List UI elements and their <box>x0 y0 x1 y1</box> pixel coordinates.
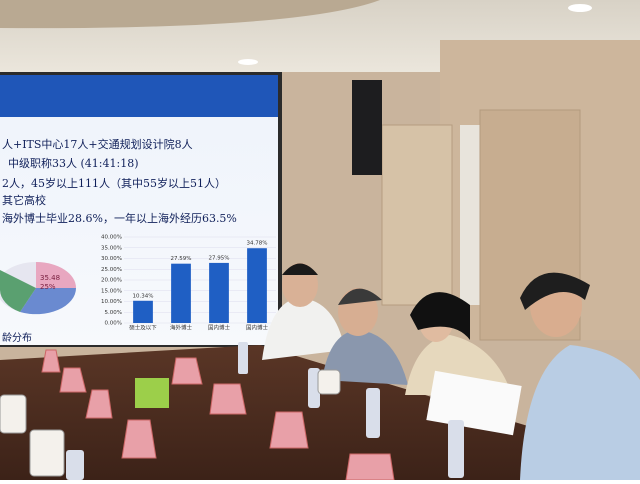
name-card <box>41 349 61 373</box>
x-tick-label: 硕士及以下 <box>129 324 157 332</box>
name-card <box>269 411 309 449</box>
person-hair <box>520 272 590 310</box>
person-shirt <box>322 330 408 385</box>
water-bottle <box>366 388 380 438</box>
pie-label: 25% <box>40 283 56 291</box>
y-tick-label: 5.00% <box>105 310 122 316</box>
people <box>262 263 640 480</box>
doorway <box>460 125 480 305</box>
mug <box>29 429 65 477</box>
bar <box>133 300 153 323</box>
name-card <box>85 389 113 419</box>
pie-slice <box>36 262 76 288</box>
slide-line: 2人，45岁以上111人（其中55岁以上51人） <box>2 176 226 190</box>
y-tick-label: 15.00% <box>101 288 122 294</box>
water-bottle <box>238 342 248 374</box>
y-tick-label: 0.00% <box>105 321 122 327</box>
name-cards <box>41 349 395 481</box>
tissue-box <box>135 378 169 408</box>
person-shirt <box>520 345 640 480</box>
bottles <box>66 342 464 480</box>
y-tick-label: 20.00% <box>101 278 122 284</box>
person-hair <box>282 263 318 275</box>
slide-line: 人+ITS中心17人+交通规划设计院8人 <box>2 137 193 151</box>
name-card <box>209 383 247 415</box>
value-label: 27.95% <box>209 255 230 261</box>
ceiling-light <box>238 59 258 65</box>
ceiling-light <box>568 4 592 12</box>
water-bottle <box>66 450 84 480</box>
slide-footer: 龄分布 <box>2 331 32 344</box>
name-card <box>121 419 157 459</box>
name-card <box>171 357 203 385</box>
bar <box>171 263 191 323</box>
x-tick-label: 国内博士 <box>208 324 231 332</box>
value-label: 34.78% <box>247 241 268 247</box>
bar <box>247 248 267 323</box>
y-tick-label: 10.00% <box>101 299 122 305</box>
speaker <box>352 80 382 175</box>
person-hair <box>410 292 470 340</box>
water-bottle <box>308 368 320 408</box>
name-card <box>345 453 395 481</box>
x-tick-label: 海外博士 <box>170 324 193 332</box>
name-card <box>59 367 87 393</box>
x-tick-label: 国内博士 <box>246 324 269 332</box>
mugs <box>0 369 341 477</box>
person-shirt <box>262 298 345 360</box>
pie-slice <box>20 288 77 315</box>
slide-line: 中级职称33人 (41:41:18) <box>8 156 138 170</box>
door <box>381 124 453 306</box>
mug <box>317 369 341 395</box>
y-tick-label: 35.00% <box>101 245 122 251</box>
ceiling-cove <box>0 0 380 29</box>
slide-line: 海外博士毕业28.6%，一年以上海外经历63.5% <box>2 211 237 225</box>
y-tick-label: 25.00% <box>101 267 122 273</box>
pie-label: 35.48 <box>40 274 60 282</box>
pie: 35.48 25% <box>0 262 77 315</box>
y-tick-label: 30.00% <box>101 256 122 262</box>
y-tick-label: 40.00% <box>101 235 122 241</box>
paper <box>426 370 522 436</box>
pie-slice <box>0 270 36 312</box>
slide-line: 其它高校 <box>2 193 46 207</box>
value-label: 10.34% <box>133 293 154 299</box>
value-label: 27.59% <box>171 256 192 262</box>
bar <box>209 262 229 323</box>
water-bottle <box>448 420 464 478</box>
person-hair <box>338 288 382 305</box>
slide-header-band <box>0 75 278 117</box>
mug <box>0 394 27 434</box>
